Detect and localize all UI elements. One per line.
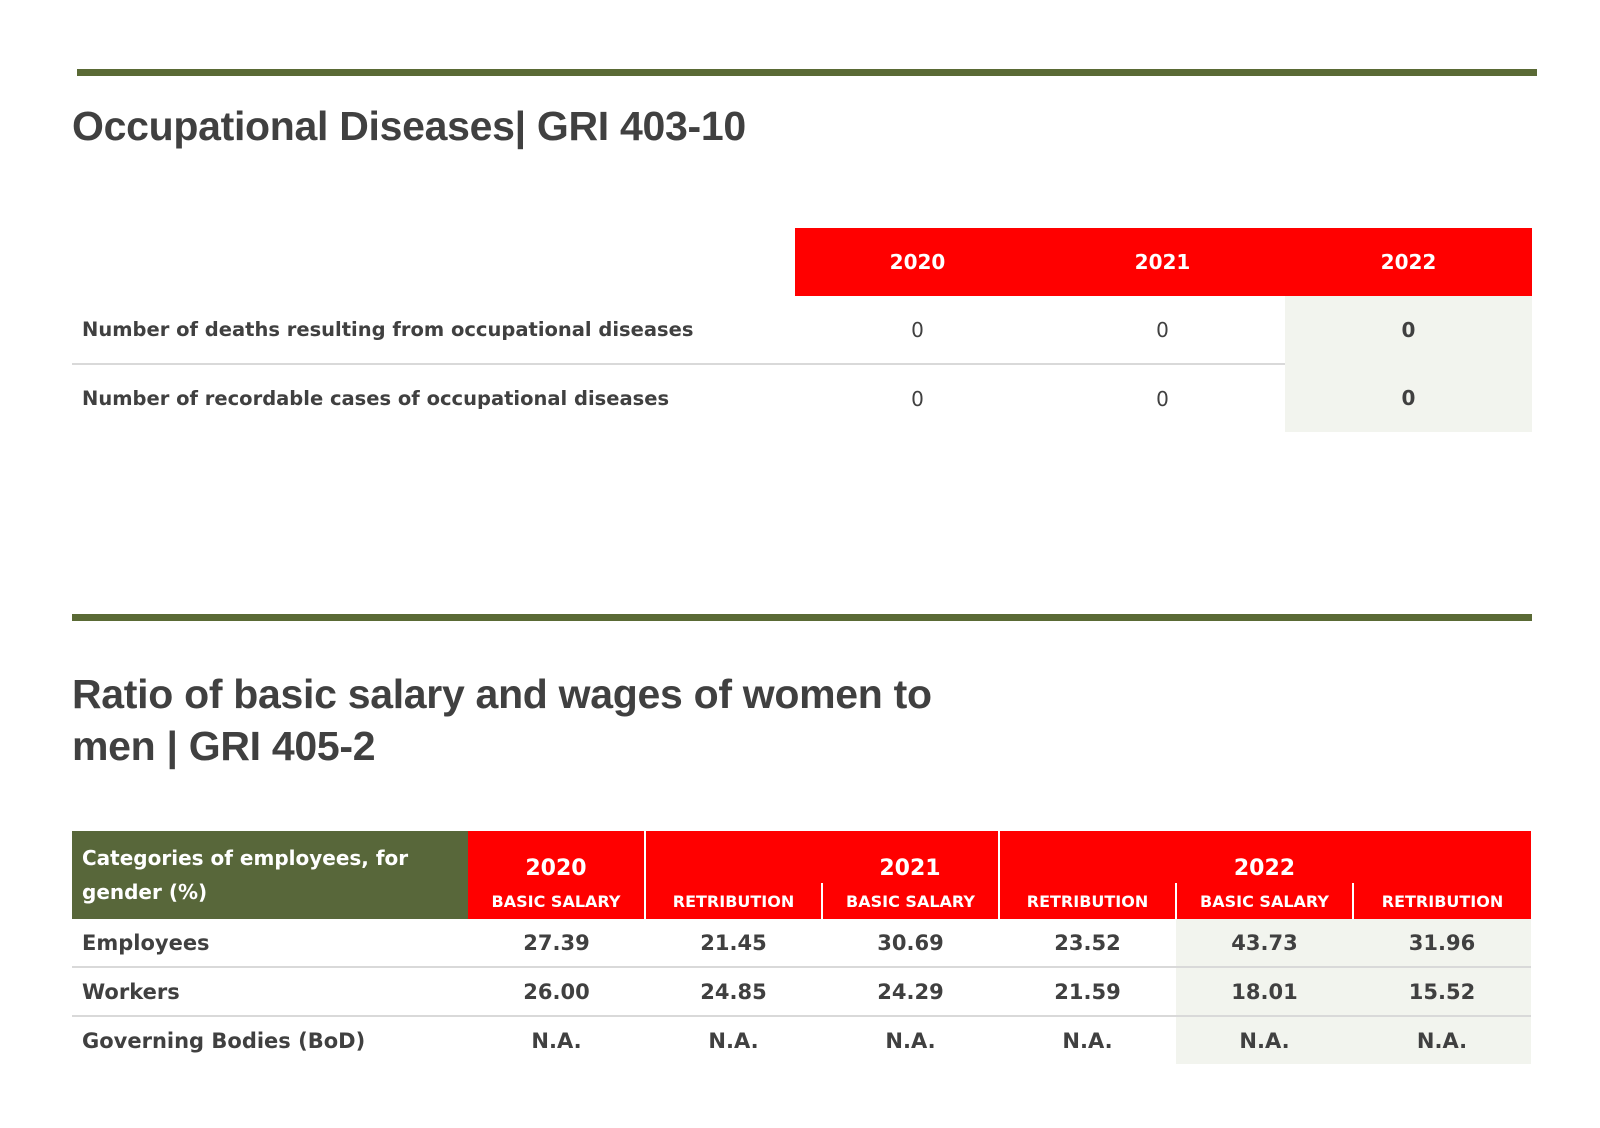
salary-ratio-title-line2: men | GRI 405-2 [72, 723, 376, 769]
year-header-row: Categories of employees, for gender (%) … [72, 831, 1531, 919]
table-row: Workers 26.00 24.85 24.29 21.59 18.01 15… [72, 967, 1531, 1017]
table-row: Employees 27.39 21.45 30.69 23.52 43.73 … [72, 919, 1531, 968]
value-cell-highlight: 15.52 [1353, 967, 1531, 1017]
sub-header-retribution: RETRIBUTION [1352, 883, 1531, 919]
value-cell: 0 [911, 386, 924, 411]
table-row: Number of deaths resulting from occupati… [72, 296, 1532, 365]
value-cell: 24.85 [645, 967, 822, 1017]
value-cell-highlight: N.A. [1176, 1016, 1353, 1064]
sub-header-row: BASIC SALARY RETRIBUTION BASIC SALARY RE… [72, 883, 1531, 919]
value-cell-highlight: 18.01 [1176, 967, 1353, 1017]
value-cell: 0 [1156, 386, 1169, 411]
year-header-2021: 2021 [822, 831, 999, 883]
year-header-blank [1353, 831, 1531, 883]
category-header-line1: Categories of employees, for [82, 846, 409, 870]
value-cell-highlight: 0 [1285, 364, 1532, 432]
value-cell: 0 [1040, 296, 1285, 365]
middle-divider [72, 614, 1532, 621]
row-label: Number of recordable cases of occupation… [82, 387, 670, 410]
occupational-diseases-title: Occupational Diseases| GRI 403-10 [72, 103, 746, 149]
occupational-diseases-table: 2020 2021 2022 Number of deaths resultin… [72, 228, 1532, 432]
row-label: Workers [72, 967, 468, 1017]
year-header-blank [644, 831, 822, 883]
value-cell: 0 [795, 296, 1040, 365]
value-cell: 23.52 [999, 919, 1176, 968]
value-cell: 26.00 [468, 967, 645, 1017]
salary-ratio-table: Categories of employees, for gender (%) … [72, 831, 1531, 1064]
row-label: Governing Bodies (BoD) [82, 1028, 366, 1053]
value-cell: N.A. [708, 1028, 759, 1053]
table-row: Governing Bodies (BoD) N.A. N.A. N.A. N.… [72, 1016, 1531, 1064]
table-header-row: 2020 2021 2022 [72, 228, 1532, 296]
header-empty-cell [72, 228, 795, 296]
top-divider [77, 69, 1537, 76]
salary-ratio-title: Ratio of basic salary and wages of women… [72, 668, 932, 772]
sub-header-basic-salary: BASIC SALARY [468, 883, 645, 919]
value-cell: 24.29 [822, 967, 999, 1017]
sub-header-retribution: RETRIBUTION [644, 883, 822, 919]
year-header-2022: 2022 [1285, 228, 1532, 296]
value-cell: N.A. [531, 1028, 582, 1053]
value-cell-highlight: 43.73 [1176, 919, 1353, 968]
salary-ratio-title-line1: Ratio of basic salary and wages of women… [72, 671, 932, 717]
year-header-2021: 2021 [1040, 228, 1285, 296]
value-cell: N.A. [885, 1028, 936, 1053]
year-header-blank [998, 831, 1176, 883]
row-label: Employees [72, 919, 468, 968]
year-header-2022: 2022 [1176, 831, 1353, 883]
value-cell: 27.39 [468, 919, 645, 968]
category-header-line2: gender (%) [82, 880, 208, 904]
year-header-2020: 2020 [468, 831, 645, 883]
value-cell-highlight: 0 [1285, 296, 1532, 364]
value-cell: 30.69 [822, 919, 999, 968]
value-cell-highlight: N.A. [1353, 1016, 1531, 1064]
row-label: Number of deaths resulting from occupati… [72, 296, 795, 365]
category-header: Categories of employees, for gender (%) [72, 831, 468, 919]
sub-header-basic-salary: BASIC SALARY [821, 883, 999, 919]
value-cell: 21.59 [999, 967, 1176, 1017]
value-cell-highlight: 31.96 [1353, 919, 1531, 968]
year-header-2020: 2020 [795, 228, 1040, 296]
value-cell: 21.45 [645, 919, 822, 968]
sub-header-basic-salary: BASIC SALARY [1175, 883, 1353, 919]
table-row: Number of recordable cases of occupation… [72, 364, 1532, 432]
value-cell: N.A. [1062, 1028, 1113, 1053]
sub-header-retribution: RETRIBUTION [998, 883, 1176, 919]
